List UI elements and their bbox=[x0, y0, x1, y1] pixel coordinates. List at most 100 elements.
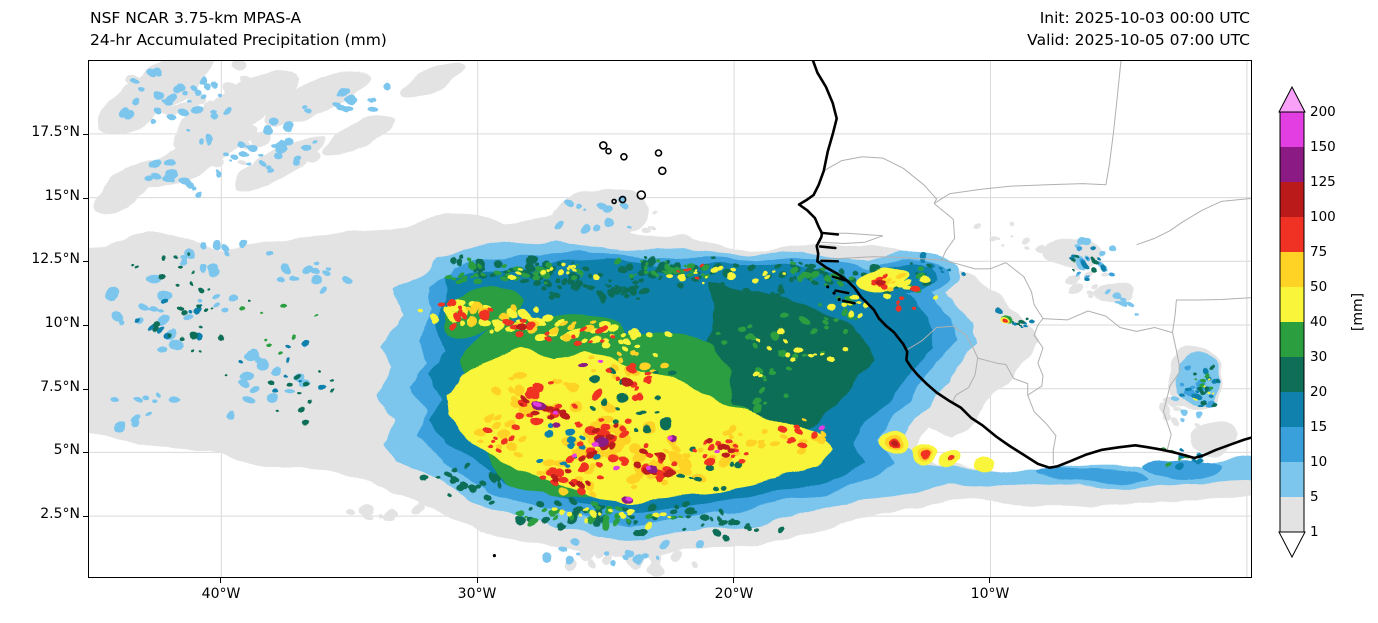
x-axis-tick-label: 10°W bbox=[970, 586, 1010, 602]
precip-speckles-gte-40mm bbox=[751, 329, 846, 380]
axis-tick bbox=[477, 578, 478, 583]
cape-verde-island bbox=[654, 149, 663, 157]
precip-cell-gte-150mm bbox=[551, 409, 558, 414]
colorbar-segment bbox=[1280, 182, 1304, 217]
precip-speckles-gte-30mm bbox=[241, 303, 317, 356]
colorbar-tick-label: 15 bbox=[1310, 419, 1328, 435]
precip-speckles-gte-20mm bbox=[537, 274, 682, 300]
precip-speckles-gte-30mm bbox=[1193, 369, 1214, 387]
precip-speckles-gte-100mm bbox=[517, 393, 569, 422]
precip-cell-gte-40mm bbox=[973, 456, 992, 471]
precip-speckles-gte-50mm bbox=[473, 411, 526, 457]
cape-verde-island bbox=[598, 141, 608, 150]
x-axis-tick-label: 20°W bbox=[714, 586, 754, 602]
axis-tick bbox=[83, 198, 88, 199]
colorbar-tick-label: 10 bbox=[1310, 454, 1328, 470]
precipitation-map-svg bbox=[88, 57, 1264, 578]
colorbar-units-label: [mm] bbox=[1350, 292, 1366, 332]
estuary-mark bbox=[831, 275, 847, 282]
precip-speckles-gte-5mm bbox=[1105, 287, 1137, 316]
precip-cell-gte-10mm bbox=[1036, 469, 1150, 485]
estuary-mark bbox=[820, 259, 840, 263]
colorbar bbox=[1278, 86, 1306, 559]
precip-cell-gte-100mm bbox=[893, 438, 901, 444]
precip-cell-gte-75mm bbox=[947, 457, 954, 462]
precip-cell-gte-1mm bbox=[264, 69, 368, 127]
colorbar-tick-label: 125 bbox=[1310, 174, 1336, 190]
precip-cell-gte-75mm bbox=[911, 287, 921, 294]
precip-speckles-gte-1mm bbox=[973, 220, 1061, 254]
axis-tick bbox=[83, 516, 88, 517]
precip-speckles-gte-1mm bbox=[125, 60, 322, 169]
precip-speckles-gte-5mm bbox=[106, 265, 239, 353]
colorbar-tick-label: 1 bbox=[1310, 524, 1319, 540]
precip-cell-gte-1mm bbox=[94, 160, 164, 215]
colorbar-tick-label: 40 bbox=[1310, 314, 1328, 330]
precip-speckles-gte-5mm bbox=[197, 118, 316, 174]
axis-tick bbox=[83, 325, 88, 326]
precip-cell-gte-10mm bbox=[1144, 458, 1222, 474]
estuary-mark bbox=[818, 245, 837, 250]
x-axis-tick-label: 40°W bbox=[201, 586, 241, 602]
axis-tick bbox=[83, 389, 88, 390]
precip-speckles-gte-40mm bbox=[547, 506, 672, 527]
colorbar-tick-label: 5 bbox=[1310, 489, 1319, 505]
cape-verde-island bbox=[657, 166, 667, 176]
precip-speckles-gte-1mm bbox=[1159, 378, 1203, 426]
islet bbox=[837, 297, 841, 302]
colorbar-segment bbox=[1280, 147, 1304, 182]
precip-speckles-gte-75mm bbox=[695, 437, 749, 466]
colorbar-over-arrow bbox=[1278, 86, 1306, 113]
precip-speckles-gte-20mm bbox=[1012, 316, 1031, 327]
estuary-mark bbox=[820, 231, 840, 236]
precip-cell-gte-150mm bbox=[595, 361, 601, 366]
islet bbox=[826, 285, 830, 289]
colorbar-tick-label: 30 bbox=[1310, 349, 1328, 365]
page-subtitle: 24-hr Accumulated Precipitation (mm) bbox=[90, 31, 387, 49]
precip-speckles-gte-40mm bbox=[509, 264, 602, 280]
precip-speckles-gte-40mm bbox=[601, 327, 673, 358]
precip-cell-gte-150mm bbox=[670, 435, 676, 440]
precip-cell-gte-1mm bbox=[1093, 281, 1135, 303]
precip-speckles-gte-20mm bbox=[267, 369, 331, 426]
precip-cell-gte-125mm bbox=[579, 363, 587, 369]
precip-speckles-gte-75mm bbox=[897, 301, 920, 316]
precip-cell-gte-1mm bbox=[322, 115, 398, 158]
precip-speckles-gte-20mm bbox=[152, 283, 254, 377]
country-borders bbox=[818, 58, 1263, 464]
y-axis-tick-label: 12.5°N bbox=[31, 251, 80, 267]
precip-speckles-gte-5mm bbox=[146, 157, 220, 195]
precip-cell-gte-150mm bbox=[613, 466, 620, 472]
precip-speckles-gte-75mm bbox=[573, 326, 614, 346]
precip-cell-gte-1mm bbox=[141, 119, 250, 189]
colorbar-tick-label: 50 bbox=[1310, 279, 1328, 295]
y-axis-tick-label: 2.5°N bbox=[40, 506, 80, 522]
y-axis-tick-label: 10°N bbox=[44, 315, 80, 331]
valid-time-label: Valid: 2025-10-05 07:00 UTC bbox=[1027, 31, 1250, 49]
precip-speckles-gte-30mm bbox=[441, 259, 583, 288]
precip-speckles-gte-5mm bbox=[177, 240, 275, 272]
colorbar-segment bbox=[1280, 322, 1304, 357]
colorbar-tick-label: 20 bbox=[1310, 384, 1328, 400]
precip-speckles-gte-75mm bbox=[484, 423, 520, 452]
precip-cell-gte-100mm bbox=[877, 277, 889, 284]
precip-speckles-gte-5mm bbox=[538, 538, 704, 565]
precip-cell-gte-150mm bbox=[569, 452, 576, 457]
precip-speckles-gte-20mm bbox=[681, 512, 784, 541]
precip-cell-gte-150mm bbox=[532, 398, 541, 405]
precip-speckles-gte-1mm bbox=[351, 503, 425, 521]
precip-speckles-gte-40mm bbox=[826, 293, 866, 317]
axis-tick bbox=[83, 134, 88, 135]
precip-speckles-gte-5mm bbox=[111, 392, 179, 431]
precip-speckles-gte-20mm bbox=[132, 253, 192, 285]
cape-verde-island bbox=[636, 190, 647, 200]
precip-speckles-gte-20mm bbox=[1066, 255, 1099, 270]
plot-frame bbox=[88, 60, 1252, 578]
colorbar-tick-label: 200 bbox=[1310, 104, 1336, 120]
colorbar-segment bbox=[1280, 252, 1304, 287]
precip-cell-gte-75mm bbox=[919, 447, 930, 456]
colorbar-segment bbox=[1280, 462, 1304, 497]
colorbar-tick-label: 150 bbox=[1310, 139, 1336, 155]
precip-speckles-gte-40mm bbox=[1192, 374, 1214, 398]
